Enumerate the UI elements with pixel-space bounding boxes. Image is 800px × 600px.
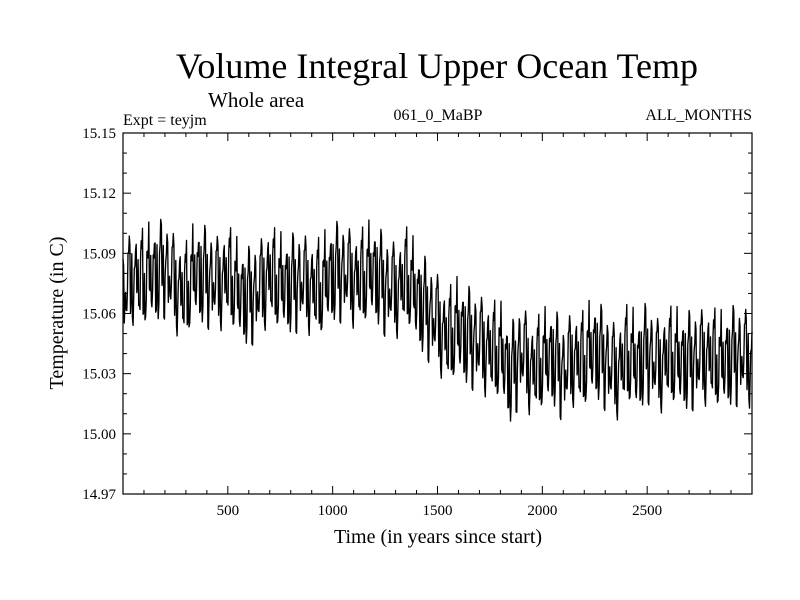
y-tick-label: 15.15	[82, 126, 116, 142]
y-tick-label: 15.06	[82, 307, 116, 323]
chart-subtitle: Whole area	[208, 88, 305, 112]
months-label: ALL_MONTHS	[645, 107, 752, 124]
x-tick-label: 2500	[632, 503, 662, 519]
y-tick-label: 15.00	[82, 427, 116, 443]
temperature-series-line	[122, 218, 753, 422]
chart-title: Volume Integral Upper Ocean Temp	[176, 46, 698, 86]
y-tick-label: 15.09	[82, 246, 116, 262]
x-tick-label: 1000	[318, 503, 348, 519]
y-tick-label: 15.03	[82, 367, 116, 383]
x-tick-label: 500	[217, 503, 240, 519]
axis-ticks	[123, 133, 752, 494]
y-tick-label: 15.12	[82, 186, 116, 202]
y-axis-label: Temperature (in C)	[46, 237, 68, 390]
series-layer	[122, 218, 753, 422]
x-tick-label: 2000	[527, 503, 557, 519]
run-label: 061_0_MaBP	[394, 107, 483, 124]
experiment-label: Expt = teyjm	[123, 112, 207, 129]
x-tick-label: 1500	[423, 503, 453, 519]
axis-tick-labels: 500 1000 1500 2000 2500 14.97 15.00 15.03 15.06 1…	[82, 126, 662, 519]
x-axis-label: Time (in years since start)	[334, 526, 542, 548]
y-tick-label: 14.97	[82, 487, 116, 503]
plot-frame	[122, 132, 753, 495]
